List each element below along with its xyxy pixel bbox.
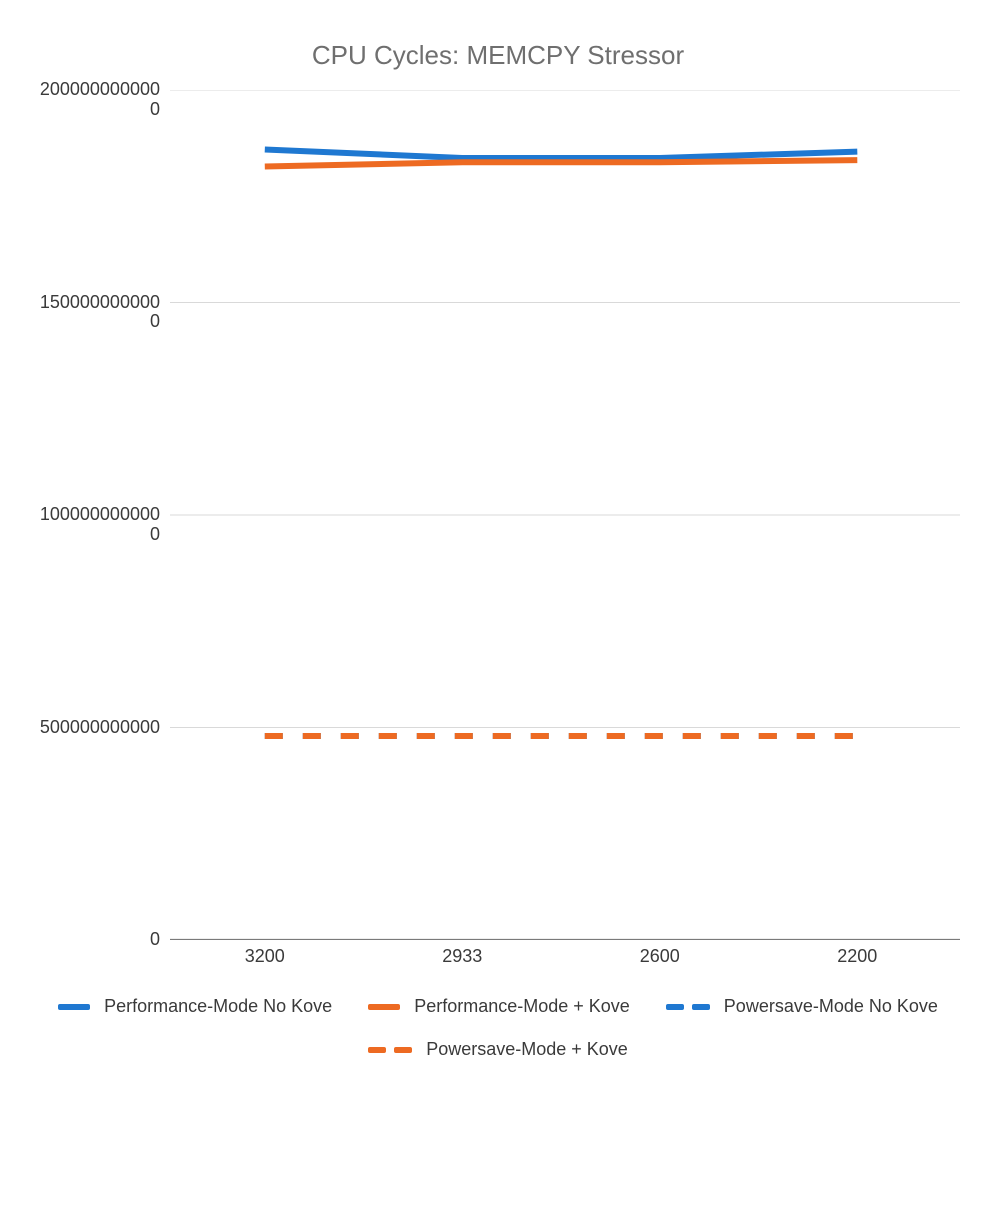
y-tick-label: 200000000000 0 — [0, 80, 160, 120]
y-tick-label: 0 — [0, 930, 160, 950]
x-tick-label: 2600 — [630, 946, 690, 967]
y-tick-label: 150000000000 0 — [0, 293, 160, 333]
legend-label: Powersave-Mode + Kove — [426, 1039, 628, 1060]
legend-item: Powersave-Mode + Kove — [368, 1039, 628, 1060]
legend-swatch — [368, 1004, 400, 1010]
legend-swatch-dashed — [666, 1004, 710, 1010]
y-tick-label: 500000000000 — [0, 718, 160, 738]
legend-label: Performance-Mode + Kove — [414, 996, 630, 1017]
x-tick-label: 2200 — [827, 946, 887, 967]
legend-swatch-dashed — [368, 1047, 412, 1053]
chart-container: CPU Cycles: MEMCPY Stressor Performance-… — [0, 0, 996, 1224]
legend-swatch — [58, 1004, 90, 1010]
legend-label: Performance-Mode No Kove — [104, 996, 332, 1017]
legend-item: Performance-Mode + Kove — [368, 996, 630, 1017]
chart-legend: Performance-Mode No Kove Performance-Mode… — [38, 996, 958, 1060]
legend-item: Powersave-Mode No Kove — [666, 996, 938, 1017]
x-tick-label: 3200 — [235, 946, 295, 967]
y-tick-label: 100000000000 0 — [0, 505, 160, 545]
legend-item: Performance-Mode No Kove — [58, 996, 332, 1017]
chart-plot — [170, 90, 960, 940]
chart-title: CPU Cycles: MEMCPY Stressor — [0, 40, 996, 71]
series-line — [265, 150, 858, 159]
legend-label: Powersave-Mode No Kove — [724, 996, 938, 1017]
series-line — [265, 160, 858, 166]
x-tick-label: 2933 — [432, 946, 492, 967]
